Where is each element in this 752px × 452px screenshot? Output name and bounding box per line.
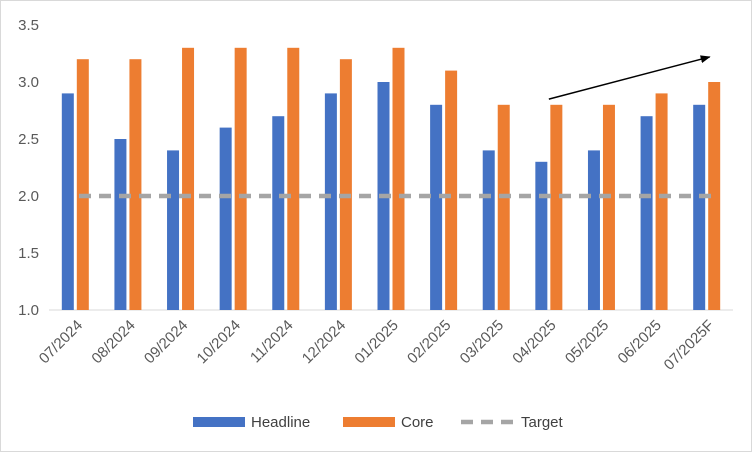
bar-core-04-2025: [550, 104, 563, 310]
legend-swatch-core: [343, 417, 395, 427]
bar-headline-04-2025: [535, 161, 548, 310]
x-tick-label: 04/2025: [509, 317, 559, 367]
x-tick-label: 02/2025: [404, 317, 454, 367]
y-tick-label: 1.0: [18, 302, 39, 319]
x-tick-label: 08/2024: [88, 317, 138, 367]
y-tick-label: 2.0: [18, 188, 39, 205]
x-tick-label: 07/2024: [36, 317, 86, 367]
x-tick-label: 03/2025: [457, 317, 507, 367]
bar-headline-07-2025f: [693, 104, 706, 310]
bar-headline-08-2024: [114, 139, 127, 310]
x-tick-label: 09/2024: [141, 317, 191, 367]
bar-core-07-2025f: [708, 82, 721, 310]
x-tick-label: 07/2025F: [661, 317, 718, 374]
bar-core-12-2024: [339, 59, 352, 311]
y-tick-label: 2.5: [18, 131, 39, 148]
legend-label-target: Target: [521, 414, 564, 431]
x-tick-label: 12/2024: [299, 317, 349, 367]
bar-core-05-2025: [602, 104, 615, 310]
bar-core-11-2024: [287, 47, 300, 311]
legend-swatch-headline: [193, 417, 245, 427]
bar-core-03-2025: [497, 104, 510, 310]
bar-core-02-2025: [445, 70, 458, 310]
bar-core-07-2024: [76, 59, 89, 311]
bar-headline-10-2024: [219, 127, 232, 310]
x-tick-label: 11/2024: [247, 317, 297, 367]
bar-core-10-2024: [234, 47, 247, 311]
x-tick-label: 01/2025: [351, 317, 401, 367]
bar-headline-12-2024: [324, 93, 337, 311]
y-tick-label: 3.0: [18, 74, 39, 91]
bar-headline-03-2025: [482, 150, 495, 310]
x-tick-label: 06/2025: [615, 317, 665, 367]
bar-core-01-2025: [392, 47, 405, 311]
legend-label-headline: Headline: [251, 414, 310, 431]
bar-headline-06-2025: [640, 116, 653, 310]
legend-label-core: Core: [401, 414, 434, 431]
bar-core-06-2025: [655, 93, 668, 311]
bar-headline-05-2025: [587, 150, 600, 310]
bar-core-09-2024: [182, 47, 195, 311]
y-tick-label: 3.5: [18, 17, 39, 34]
x-tick-label: 05/2025: [562, 317, 612, 367]
bar-headline-09-2024: [167, 150, 180, 310]
bar-headline-11-2024: [272, 116, 285, 310]
trend-arrow: [548, 55, 711, 100]
x-tick-label: 10/2024: [194, 317, 244, 367]
y-tick-label: 1.5: [18, 245, 39, 262]
bar-core-08-2024: [129, 59, 142, 311]
bar-headline-07-2024: [61, 93, 74, 311]
bar-headline-02-2025: [430, 104, 443, 310]
